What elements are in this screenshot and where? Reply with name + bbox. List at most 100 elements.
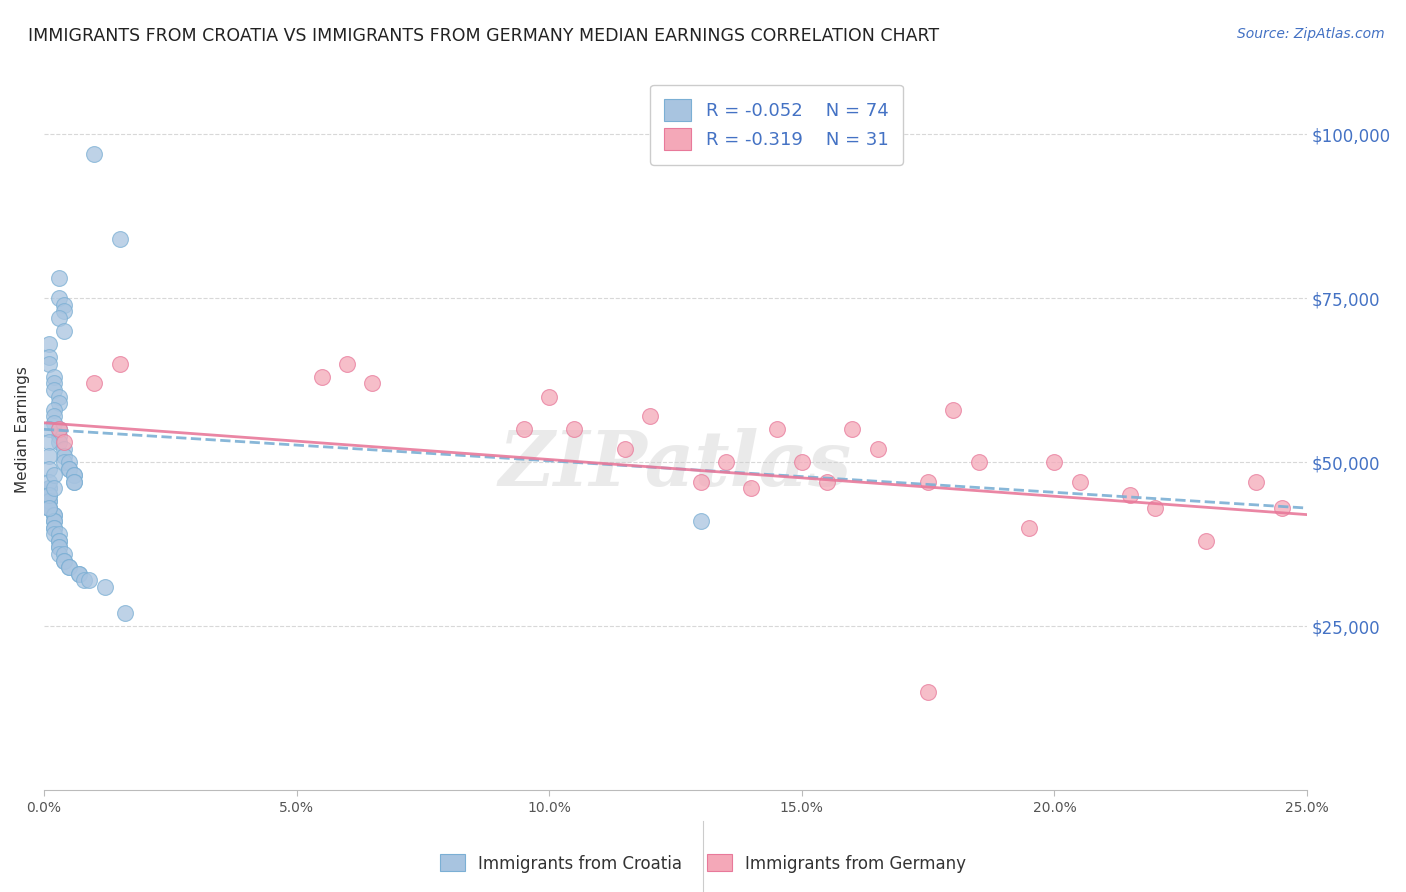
Point [48, 541, 70, 555]
Legend: Immigrants from Croatia, Immigrants from Germany: Immigrants from Croatia, Immigrants from… [433, 847, 973, 880]
Point [38, 337, 60, 351]
Point [942, 402, 965, 417]
Point [53, 547, 76, 561]
Point [48, 435, 70, 450]
Point [83, 376, 105, 391]
Point [638, 409, 661, 424]
Point [917, 684, 939, 698]
Point [38, 461, 60, 475]
Point [815, 475, 838, 489]
Point [48, 422, 70, 436]
Point [53, 455, 76, 469]
Point [53, 324, 76, 338]
Point [38, 357, 60, 371]
Point [42, 409, 65, 424]
Point [53, 298, 76, 312]
Point [42, 527, 65, 541]
Point [311, 369, 333, 384]
Point [48, 429, 70, 443]
Point [48, 271, 70, 285]
Point [73, 573, 96, 587]
Point [53, 435, 76, 450]
Point [48, 527, 70, 541]
Point [93, 580, 115, 594]
Point [1043, 455, 1066, 469]
Point [53, 442, 76, 456]
Point [42, 521, 65, 535]
Point [841, 422, 863, 436]
Point [361, 376, 384, 391]
Point [53, 304, 76, 318]
Point [38, 501, 60, 516]
Point [42, 508, 65, 522]
Point [42, 521, 65, 535]
Point [38, 501, 60, 516]
Point [513, 422, 536, 436]
Point [58, 461, 80, 475]
Point [83, 146, 105, 161]
Point [53, 553, 76, 567]
Point [790, 455, 813, 469]
Point [38, 449, 60, 463]
Point [63, 468, 86, 483]
Point [38, 482, 60, 496]
Point [38, 422, 60, 436]
Point [63, 475, 86, 489]
Point [38, 501, 60, 516]
Point [48, 533, 70, 548]
Point [1246, 475, 1268, 489]
Point [38, 488, 60, 502]
Point [42, 468, 65, 483]
Point [38, 435, 60, 450]
Point [1018, 521, 1040, 535]
Point [1144, 501, 1167, 516]
Point [48, 533, 70, 548]
Point [38, 494, 60, 508]
Y-axis label: Median Earnings: Median Earnings [15, 366, 30, 492]
Text: Source: ZipAtlas.com: Source: ZipAtlas.com [1237, 27, 1385, 41]
Point [48, 541, 70, 555]
Point [58, 560, 80, 574]
Point [538, 390, 561, 404]
Point [42, 402, 65, 417]
Point [689, 514, 711, 528]
Point [53, 449, 76, 463]
Point [48, 390, 70, 404]
Point [42, 416, 65, 430]
Text: IMMIGRANTS FROM CROATIA VS IMMIGRANTS FROM GERMANY MEDIAN EARNINGS CORRELATION C: IMMIGRANTS FROM CROATIA VS IMMIGRANTS FR… [28, 27, 939, 45]
Point [48, 310, 70, 325]
Point [63, 475, 86, 489]
Point [866, 442, 889, 456]
Point [38, 475, 60, 489]
Point [42, 383, 65, 397]
Point [38, 350, 60, 364]
Point [48, 422, 70, 436]
Point [689, 475, 711, 489]
Point [42, 369, 65, 384]
Point [967, 455, 990, 469]
Point [38, 488, 60, 502]
Point [564, 422, 586, 436]
Point [714, 455, 737, 469]
Point [42, 376, 65, 391]
Point [58, 455, 80, 469]
Point [1271, 501, 1294, 516]
Point [48, 547, 70, 561]
Point [740, 482, 762, 496]
Point [613, 442, 636, 456]
Point [108, 357, 131, 371]
Point [48, 396, 70, 410]
Point [67, 566, 90, 581]
Point [63, 468, 86, 483]
Point [1119, 488, 1142, 502]
Point [58, 461, 80, 475]
Point [42, 514, 65, 528]
Point [42, 514, 65, 528]
Point [1069, 475, 1091, 489]
Point [38, 494, 60, 508]
Point [336, 357, 359, 371]
Legend: R = -0.052    N = 74, R = -0.319    N = 31: R = -0.052 N = 74, R = -0.319 N = 31 [650, 85, 903, 165]
Point [917, 475, 939, 489]
Point [1195, 533, 1218, 548]
Point [48, 291, 70, 305]
